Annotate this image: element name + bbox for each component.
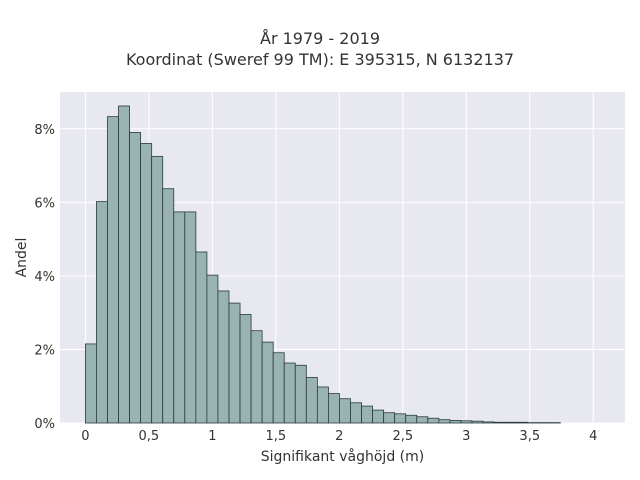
histogram-bar — [107, 116, 119, 424]
y-axis-label: Andel — [14, 238, 30, 278]
x-tick-label: 3 — [462, 429, 470, 444]
y-tick-label: 8% — [34, 123, 55, 138]
x-axis-label: Signifikant våghöjd (m) — [261, 448, 424, 465]
histogram-bar — [283, 362, 296, 424]
histogram-bar — [294, 364, 307, 424]
histogram-bar — [118, 105, 130, 424]
histogram-bar — [471, 420, 484, 424]
x-axis-ticks: 0 0,5 1 1,5 2 2,5 3 3,5 4 — [81, 429, 597, 444]
histogram-bar — [328, 393, 340, 424]
x-tick-label: 3,5 — [519, 429, 540, 444]
histogram-bar — [250, 330, 263, 424]
histogram-bar — [383, 412, 396, 424]
histogram-bar — [361, 405, 373, 424]
x-tick-label: 2 — [335, 429, 343, 444]
histogram-bar — [173, 211, 186, 424]
chart-title: År 1979 - 2019 — [260, 29, 380, 48]
histogram-bar — [427, 417, 440, 424]
histogram-bar — [261, 341, 274, 424]
histogram-bar — [515, 421, 528, 424]
histogram-bar — [217, 290, 230, 424]
histogram-bar — [460, 420, 473, 424]
histogram-bar — [239, 314, 252, 424]
y-tick-label: 0% — [34, 417, 55, 432]
histogram-bar — [272, 352, 285, 424]
x-tick-label: 1 — [208, 429, 216, 444]
histogram-bar — [96, 201, 108, 424]
y-tick-label: 4% — [34, 270, 55, 285]
histogram-bar — [316, 386, 329, 424]
x-tick-label: 0,5 — [139, 429, 160, 444]
histogram-bar — [416, 416, 429, 424]
x-tick-label: 2,5 — [392, 429, 413, 444]
chart-subtitle: Koordinat (Sweref 99 TM): E 395315, N 61… — [125, 50, 515, 69]
bars — [84, 105, 561, 424]
histogram-bar — [84, 343, 97, 424]
histogram-bar — [482, 421, 495, 424]
histogram-bar — [129, 132, 142, 424]
x-tick-label: 0 — [81, 429, 89, 444]
histogram-bar — [206, 274, 219, 424]
histogram-bar — [449, 420, 462, 424]
histogram-bar — [372, 409, 385, 424]
histogram-bar — [504, 421, 517, 424]
histogram-bar — [493, 421, 506, 424]
histogram-bar — [405, 414, 418, 424]
histogram-bar — [151, 155, 164, 424]
histogram-bar — [162, 188, 175, 424]
histogram-bar — [195, 251, 208, 424]
histogram-bar — [339, 398, 351, 424]
histogram-bar — [438, 419, 451, 424]
histogram-bar — [140, 143, 153, 424]
histogram-bar — [184, 211, 197, 424]
histogram-bar — [394, 413, 407, 424]
y-axis-ticks: 0% 2% 4% 6% 8% — [34, 123, 55, 432]
y-tick-label: 6% — [34, 196, 55, 211]
histogram-bar — [305, 376, 318, 424]
histogram-bar — [350, 402, 362, 424]
y-tick-label: 2% — [34, 343, 55, 358]
x-tick-label: 1,5 — [265, 429, 286, 444]
histogram-bar — [228, 302, 241, 424]
x-tick-label: 4 — [589, 429, 597, 444]
